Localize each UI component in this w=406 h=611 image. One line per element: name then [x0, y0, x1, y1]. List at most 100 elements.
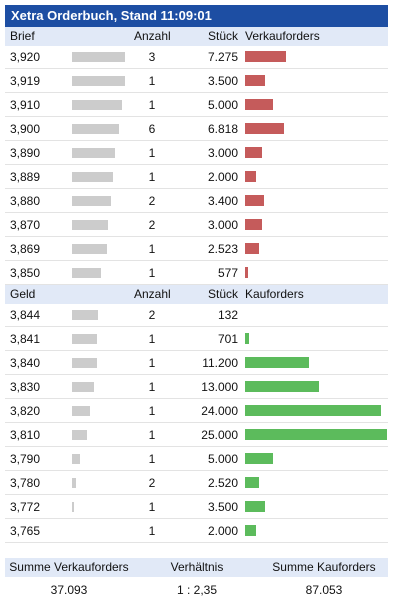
shares-cell: 3.000 — [207, 218, 238, 232]
shares-cell: 5.000 — [207, 452, 238, 466]
ratio-value: 1 : 2,35 — [176, 583, 218, 597]
buy-header-row: Geld Anzahl Stück Kauforders — [5, 285, 388, 304]
price-cell: 3,790 — [10, 452, 41, 466]
price-cell: 3,772 — [10, 500, 41, 514]
order-volume-bar — [245, 147, 262, 158]
shares-cell: 2.000 — [207, 170, 238, 184]
count-bar — [72, 334, 97, 344]
order-volume-bar — [245, 525, 256, 536]
orderbook-summary: Summe Verkauforders Verhältnis Summe Kau… — [5, 558, 388, 603]
price-cell: 3,765 — [10, 524, 41, 538]
count-cell: 6 — [148, 122, 156, 136]
count-bar — [72, 406, 90, 416]
order-volume-bar — [245, 453, 273, 464]
shares-cell: 701 — [217, 332, 238, 346]
buy-total-label: Summe Kauforders — [272, 560, 376, 574]
shares-cell: 2.520 — [207, 476, 238, 490]
shares-cell: 24.000 — [201, 404, 238, 418]
table-row: 3,790 1 5.000 — [5, 447, 388, 471]
order-volume-bar — [245, 357, 309, 368]
order-volume-bar — [245, 123, 284, 134]
price-cell: 3,880 — [10, 194, 41, 208]
buy-orders-header: Kauforders — [245, 287, 304, 301]
order-volume-bar — [245, 501, 265, 512]
count-bar — [72, 268, 101, 278]
count-bar — [72, 124, 119, 134]
order-volume-bar — [245, 219, 262, 230]
buy-total-value: 87.053 — [305, 583, 343, 597]
count-bar — [72, 310, 98, 320]
order-volume-bar — [245, 75, 265, 86]
count-bar — [72, 454, 80, 464]
count-bar — [72, 76, 125, 86]
order-volume-bar — [245, 195, 264, 206]
order-volume-bar — [245, 243, 259, 254]
price-cell: 3,840 — [10, 356, 41, 370]
count-bar — [72, 52, 125, 62]
table-row: 3,890 1 3.000 — [5, 141, 388, 165]
buy-count-header: Anzahl — [134, 287, 171, 301]
order-volume-bar — [245, 405, 381, 416]
count-bar — [72, 172, 113, 182]
count-cell: 1 — [148, 242, 156, 256]
price-cell: 3,841 — [10, 332, 41, 346]
shares-cell: 13.000 — [201, 380, 238, 394]
order-volume-bar — [245, 381, 319, 392]
shares-cell: 577 — [217, 266, 238, 280]
count-bar — [72, 478, 76, 488]
table-row: 3,841 1 701 — [5, 327, 388, 351]
price-cell: 3,850 — [10, 266, 41, 280]
shares-cell: 132 — [217, 308, 238, 322]
price-cell: 3,780 — [10, 476, 41, 490]
count-bar — [72, 148, 115, 158]
table-row: 3,844 2 132 — [5, 303, 388, 327]
count-cell: 1 — [148, 266, 156, 280]
table-row: 3,889 1 2.000 — [5, 165, 388, 189]
price-cell: 3,820 — [10, 404, 41, 418]
count-cell: 1 — [148, 146, 156, 160]
sell-count-header: Anzahl — [134, 29, 171, 43]
sell-header-row: Brief Anzahl Stück Verkauforders — [5, 27, 388, 46]
count-bar — [72, 244, 107, 254]
table-row: 3,772 1 3.500 — [5, 495, 388, 519]
table-row: 3,920 3 7.275 — [5, 45, 388, 69]
price-cell: 3,919 — [10, 74, 41, 88]
table-row: 3,870 2 3.000 — [5, 213, 388, 237]
count-bar — [72, 382, 94, 392]
price-cell: 3,830 — [10, 380, 41, 394]
price-cell: 3,869 — [10, 242, 41, 256]
shares-cell: 25.000 — [201, 428, 238, 442]
count-bar — [72, 220, 108, 230]
table-row: 3,830 1 13.000 — [5, 375, 388, 399]
order-volume-bar — [245, 333, 249, 344]
count-bar — [72, 100, 122, 110]
summary-values-row: 37.093 1 : 2,35 87.053 — [5, 577, 388, 601]
sell-orders-header: Verkauforders — [245, 29, 320, 43]
order-volume-bar — [245, 429, 387, 440]
price-cell: 3,810 — [10, 428, 41, 442]
count-cell: 2 — [148, 476, 156, 490]
shares-cell: 3.400 — [207, 194, 238, 208]
shares-cell: 2.000 — [207, 524, 238, 538]
order-volume-bar — [245, 171, 256, 182]
sell-total-value: 37.093 — [50, 583, 88, 597]
sell-shares-header: Stück — [207, 29, 238, 43]
count-cell: 1 — [148, 500, 156, 514]
sell-total-label: Summe Verkauforders — [9, 560, 129, 574]
shares-cell: 3.000 — [207, 146, 238, 160]
count-cell: 1 — [148, 404, 156, 418]
count-cell: 2 — [148, 218, 156, 232]
count-cell: 3 — [148, 50, 156, 64]
price-cell: 3,910 — [10, 98, 41, 112]
buy-price-header: Geld — [10, 287, 36, 301]
table-row: 3,880 2 3.400 — [5, 189, 388, 213]
count-bar — [72, 358, 97, 368]
order-volume-bar — [245, 267, 248, 278]
count-cell: 1 — [148, 524, 156, 538]
count-cell: 2 — [148, 308, 156, 322]
price-cell: 3,900 — [10, 122, 41, 136]
count-cell: 1 — [148, 98, 156, 112]
table-row: 3,820 1 24.000 — [5, 399, 388, 423]
count-cell: 1 — [148, 452, 156, 466]
ratio-label: Verhältnis — [170, 560, 224, 574]
